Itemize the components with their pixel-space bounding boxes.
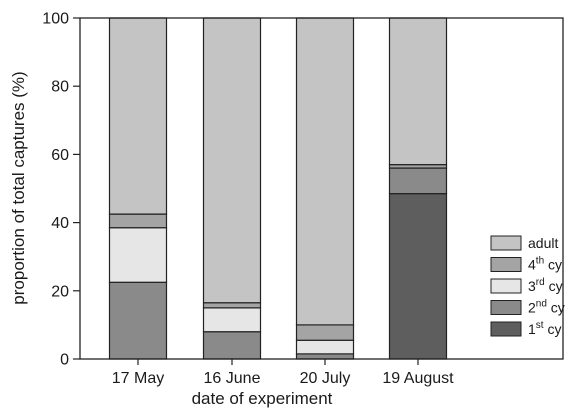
y-tick-label: 0 [60, 352, 69, 369]
legend-label-1st-cy: 1st cy [528, 320, 561, 337]
bar-20-july-3rd-cy [295, 339, 355, 355]
x-tick-label-19-august: 19 August [382, 370, 454, 387]
legend: adult 4th cy 3rd cy 2nd cy 1st cy [490, 235, 565, 337]
x-axis: 17 May 16 June 20 July 19 August [112, 359, 454, 387]
bar-19-august-2nd-cy [388, 167, 448, 195]
legend-swatch-3rd-cy [490, 278, 522, 294]
bar-17-may-4th-cy [108, 213, 168, 229]
y-axis-title: proportion of total captures (%) [9, 71, 28, 304]
bar-17-may-2nd-cy [108, 281, 168, 360]
y-axis: 0 20 40 60 80 100 [42, 11, 80, 369]
y-tick-label: 60 [51, 147, 69, 164]
legend-label-2nd-cy: 2nd cy [528, 299, 565, 316]
plot-frame [79, 17, 564, 360]
bar-19-august-adult [388, 17, 448, 166]
bar-16-june-4th-cy [202, 302, 262, 309]
y-tick-label: 80 [51, 79, 69, 96]
bar-17-may-adult [108, 17, 168, 215]
y-tick-label: 20 [51, 283, 69, 300]
bar-19-august-1st-cy [388, 193, 448, 360]
bar-20-july-adult [295, 17, 355, 326]
x-axis-title: date of experiment [192, 389, 333, 408]
legend-swatch-adult [490, 235, 522, 251]
legend-label-3rd-cy: 3rd cy [528, 277, 563, 294]
legend-swatch-4th-cy [490, 257, 522, 272]
bar-20-july-4th-cy [295, 324, 355, 341]
bar-16-june-2nd-cy [202, 331, 262, 360]
bar-17-may-3rd-cy [108, 227, 168, 283]
legend-label-adult: adult [528, 235, 558, 251]
y-tick-label: 100 [42, 11, 69, 28]
legend-swatch-1st-cy [490, 321, 522, 337]
x-tick-label-16-june: 16 June [204, 370, 261, 387]
x-tick-label-20-july: 20 July [300, 370, 351, 387]
x-tick-label-17-may: 17 May [112, 370, 164, 387]
y-tick-label: 40 [51, 215, 69, 232]
bar-16-june-adult [202, 17, 262, 304]
legend-swatch-2nd-cy [490, 300, 522, 315]
legend-label-4th-cy: 4th cy [528, 256, 562, 273]
bar-16-june-3rd-cy [202, 307, 262, 333]
bar-layer [108, 17, 448, 360]
bar-20-july-2nd-cy [295, 353, 355, 360]
